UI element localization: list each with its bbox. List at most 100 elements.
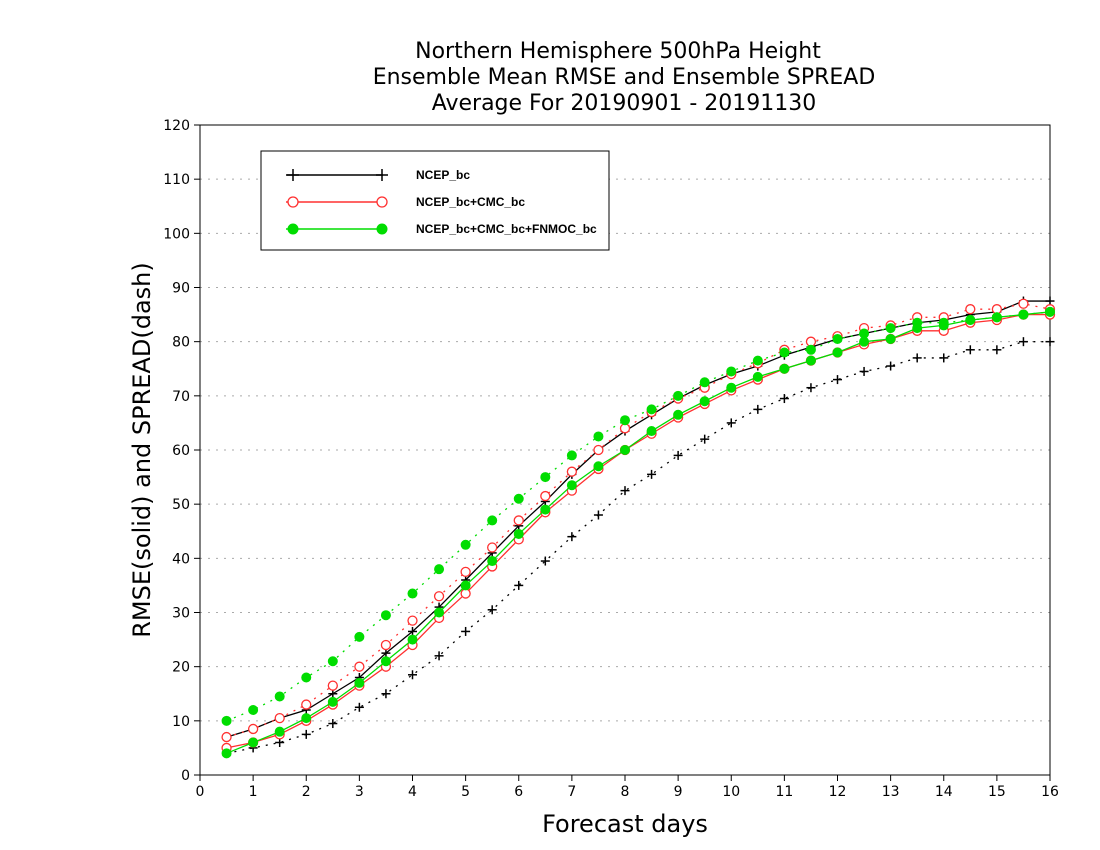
data-point-open-circle xyxy=(566,466,578,477)
data-point-filled-circle xyxy=(832,347,843,358)
data-point-filled-circle xyxy=(832,333,843,344)
y-tick-label: 70 xyxy=(172,389,190,405)
data-point-filled-circle xyxy=(726,366,737,377)
data-point-plus xyxy=(301,729,311,739)
data-point-open-circle xyxy=(593,444,604,456)
data-point-plus xyxy=(912,353,922,363)
data-point-filled-circle xyxy=(354,631,365,642)
data-point-filled-circle xyxy=(991,312,1002,323)
data-point-filled-circle xyxy=(859,336,870,347)
title-line-2: Ensemble Mean RMSE and Ensemble SPREAD xyxy=(373,65,876,90)
data-point-filled-circle xyxy=(965,315,976,325)
data-point-open-circle xyxy=(376,196,388,208)
x-tick-label: 12 xyxy=(829,784,847,800)
data-point-filled-circle xyxy=(460,580,471,591)
data-point-open-circle xyxy=(407,615,418,626)
data-point-plus xyxy=(859,366,869,376)
legend: NCEP_bc NCEP_bc+CMC_bc NCEP_bc+CMC_bc+FNMO… xyxy=(260,150,610,251)
data-point-filled-circle xyxy=(513,528,524,539)
data-point-open-circle xyxy=(354,661,365,672)
y-tick-label: 80 xyxy=(172,335,190,351)
legend-label: NCEP_bc+CMC_bc+FNMOC_bc xyxy=(416,222,597,236)
series-NCEP_bc+CMC_bc+FNMOC_bc xyxy=(221,306,1055,759)
data-point-filled-circle xyxy=(248,737,259,748)
y-tick-label: 60 xyxy=(172,443,190,459)
x-tick-label: 3 xyxy=(355,784,364,800)
data-point-filled-circle xyxy=(1045,306,1055,317)
data-point-plus xyxy=(939,353,949,363)
y-tick-label: 10 xyxy=(172,714,190,730)
data-point-filled-circle xyxy=(540,472,551,483)
x-tick-label: 11 xyxy=(775,784,793,800)
data-point-filled-circle xyxy=(274,691,285,702)
rmse-line-NCEP_bc+CMC_bc+FNMOC_bc xyxy=(226,311,1051,754)
y-axis-label: RMSE(solid) and SPREAD(dash) xyxy=(128,262,156,638)
data-point-filled-circle xyxy=(699,396,710,407)
data-point-plus xyxy=(540,556,550,566)
data-point-plus xyxy=(806,383,816,393)
data-point-plus xyxy=(673,450,683,460)
data-point-filled-circle xyxy=(1018,309,1029,320)
data-point-filled-circle xyxy=(593,431,604,442)
x-tick-label: 13 xyxy=(882,784,900,800)
data-point-filled-circle xyxy=(301,672,312,683)
data-point-filled-circle xyxy=(752,355,763,366)
y-tick-label: 50 xyxy=(172,497,190,513)
data-point-filled-circle xyxy=(805,355,816,366)
x-tick-label: 14 xyxy=(935,784,953,800)
data-point-plus xyxy=(779,394,789,404)
data-point-filled-circle xyxy=(407,588,418,599)
data-point-filled-circle xyxy=(248,705,259,715)
data-point-open-circle xyxy=(274,712,285,724)
data-point-plus xyxy=(434,651,444,661)
x-tick-label: 7 xyxy=(567,784,576,800)
data-point-filled-circle xyxy=(699,377,710,388)
x-tick-label: 1 xyxy=(249,784,258,800)
data-point-plus xyxy=(753,404,763,414)
data-point-filled-circle xyxy=(327,696,338,707)
data-point-filled-circle xyxy=(380,610,391,621)
x-tick-label: 16 xyxy=(1041,784,1059,800)
data-point-filled-circle xyxy=(274,726,285,737)
data-point-filled-circle xyxy=(407,634,418,645)
x-tick-label: 6 xyxy=(514,784,523,800)
data-point-filled-circle xyxy=(566,480,577,491)
data-point-filled-circle xyxy=(376,223,388,235)
spread-line-NCEP_bc+CMC_bc+FNMOC_bc xyxy=(226,311,1051,722)
y-tick-label: 90 xyxy=(172,281,190,297)
x-tick-label: 5 xyxy=(461,784,470,800)
x-tick-label: 4 xyxy=(408,784,417,800)
data-point-open-circle xyxy=(327,680,338,691)
data-point-filled-circle xyxy=(646,404,657,415)
series-NCEP_bc xyxy=(222,296,1055,758)
data-point-plus xyxy=(726,418,736,428)
x-tick-label: 2 xyxy=(302,784,311,800)
data-point-plus xyxy=(833,375,842,385)
x-tick-label: 15 xyxy=(988,784,1006,800)
data-point-filled-circle xyxy=(620,445,630,455)
data-point-filled-circle xyxy=(221,748,232,759)
data-point-open-circle xyxy=(433,591,445,602)
data-point-plus xyxy=(487,605,497,615)
data-point-open-circle xyxy=(460,566,471,578)
data-point-filled-circle xyxy=(434,564,445,575)
spread-line-NCEP_bc+CMC_bc xyxy=(226,303,1051,738)
data-point-filled-circle xyxy=(912,323,923,334)
x-tick-label: 10 xyxy=(722,784,740,800)
y-tick-label: 100 xyxy=(163,226,190,242)
data-point-filled-circle xyxy=(938,320,949,331)
rmse-line-NCEP_bc xyxy=(226,300,1050,738)
data-point-filled-circle xyxy=(434,607,445,618)
data-point-filled-circle xyxy=(354,677,365,688)
data-point-open-circle xyxy=(221,731,232,743)
data-point-plus xyxy=(1045,337,1055,347)
data-point-plus xyxy=(328,719,338,729)
data-point-filled-circle xyxy=(301,713,312,724)
data-point-plus xyxy=(354,702,364,712)
legend-label: NCEP_bc+CMC_bc xyxy=(416,195,525,209)
x-tick-label: 9 xyxy=(674,784,683,800)
data-point-filled-circle xyxy=(487,556,498,567)
data-point-open-circle xyxy=(301,699,312,710)
data-point-open-circle xyxy=(513,515,524,526)
